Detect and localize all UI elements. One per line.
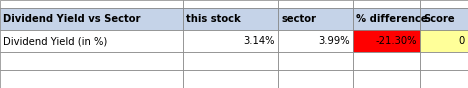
Text: 0: 0: [459, 36, 465, 46]
Bar: [278, 30, 353, 52]
Bar: [353, 8, 420, 30]
Bar: [353, 70, 420, 88]
Text: % difference: % difference: [356, 14, 428, 24]
Text: sector: sector: [281, 14, 316, 24]
Bar: [420, 8, 468, 30]
Bar: [0, 0, 183, 8]
Bar: [353, 0, 420, 8]
Text: Dividend Yield vs Sector: Dividend Yield vs Sector: [3, 14, 140, 24]
Text: this stock: this stock: [186, 14, 241, 24]
Bar: [420, 30, 468, 52]
Bar: [420, 70, 468, 88]
Bar: [278, 8, 353, 30]
Bar: [0, 30, 183, 52]
Bar: [278, 52, 353, 70]
Text: 3.99%: 3.99%: [318, 36, 350, 46]
Bar: [183, 0, 278, 8]
Bar: [278, 70, 353, 88]
Bar: [183, 70, 278, 88]
Bar: [0, 8, 183, 30]
Bar: [183, 52, 278, 70]
Bar: [420, 0, 468, 8]
Text: Dividend Yield (in %): Dividend Yield (in %): [3, 36, 107, 46]
Text: 3.14%: 3.14%: [243, 36, 275, 46]
Bar: [278, 0, 353, 8]
Bar: [183, 8, 278, 30]
Bar: [0, 70, 183, 88]
Text: -21.30%: -21.30%: [375, 36, 417, 46]
Bar: [183, 30, 278, 52]
Bar: [420, 52, 468, 70]
Text: Score: Score: [423, 14, 454, 24]
Bar: [0, 52, 183, 70]
Bar: [353, 30, 420, 52]
Bar: [353, 52, 420, 70]
